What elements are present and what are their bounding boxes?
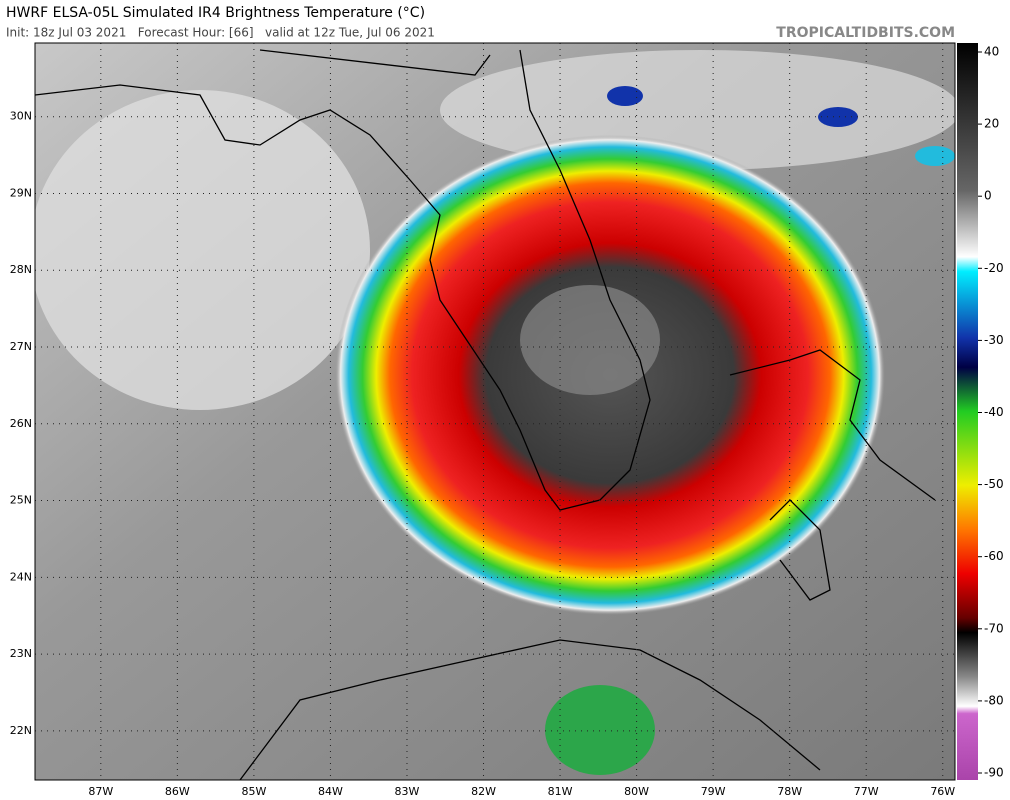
lon-label: 87W	[88, 785, 113, 798]
cloud-cell	[818, 107, 858, 127]
eye-cloud	[520, 285, 660, 395]
map	[35, 43, 955, 780]
title: HWRF ELSA-05L Simulated IR4 Brightness T…	[6, 5, 425, 21]
lon-label: 81W	[548, 785, 573, 798]
colorbar-label: -30	[984, 333, 1004, 347]
lon-label: 84W	[318, 785, 343, 798]
lon-label: 77W	[854, 785, 879, 798]
lon-label: 80W	[624, 785, 649, 798]
lon-label: 86W	[165, 785, 190, 798]
lat-label: 30N	[10, 110, 32, 123]
lat-label: 27N	[10, 340, 32, 353]
lon-label: 78W	[777, 785, 802, 798]
lon-label: 79W	[701, 785, 726, 798]
colorbar-label: -60	[984, 549, 1004, 563]
lat-label: 24N	[10, 570, 32, 583]
lat-label: 25N	[10, 494, 32, 507]
subtitle: Init: 18z Jul 03 2021 Forecast Hour: [66…	[6, 26, 435, 40]
cloud-cell	[545, 685, 655, 775]
colorbar	[957, 43, 978, 780]
cloud-cell	[915, 146, 955, 166]
lon-label: 83W	[395, 785, 420, 798]
lat-label: 23N	[10, 647, 32, 660]
colorbar-label: 40	[984, 45, 999, 59]
source: TROPICALTIDBITS.COM	[776, 25, 955, 41]
colorbar-label: -40	[984, 405, 1004, 419]
cloud-cell	[607, 86, 643, 106]
colorbar-label: -50	[984, 477, 1004, 491]
lat-label: 22N	[10, 724, 32, 737]
lat-label: 28N	[10, 263, 32, 276]
lon-label: 76W	[930, 785, 955, 798]
colorbar-label: 0	[984, 189, 992, 203]
lon-label: 82W	[471, 785, 496, 798]
map-frame	[34, 42, 956, 781]
colorbar-label: -90	[984, 766, 1004, 780]
coastline	[239, 639, 821, 780]
lat-label: 26N	[10, 417, 32, 430]
coastline	[35, 49, 651, 511]
lon-label: 85W	[241, 785, 266, 798]
colorbar-label: -70	[984, 621, 1004, 635]
colorbar-label: -80	[984, 693, 1004, 707]
cloud	[35, 90, 370, 410]
coastline	[729, 349, 936, 501]
coastline	[769, 499, 831, 601]
border	[259, 49, 491, 76]
labels: 87W 86W 85W 84W 83W 82W 81W 80W 79W 78W 77W 76W 22N 2…	[10, 45, 1004, 799]
lat-label: 29N	[10, 186, 32, 199]
colorbar-label: 20	[984, 117, 999, 131]
colorbar-label: -20	[984, 261, 1004, 275]
